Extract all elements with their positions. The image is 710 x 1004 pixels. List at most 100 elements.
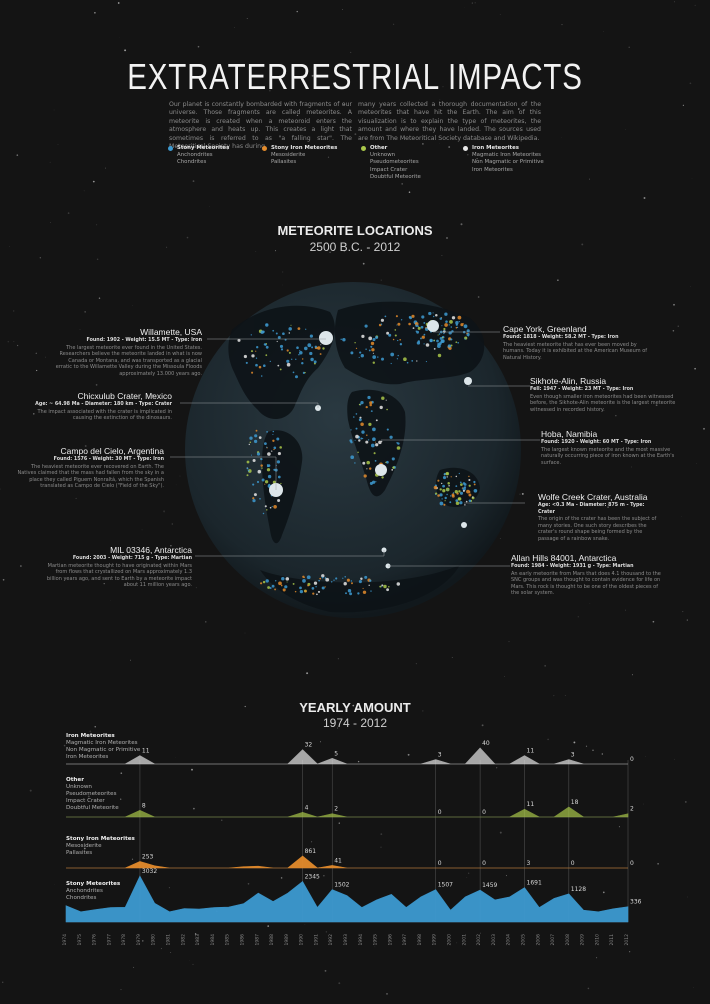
x-tick-label: 1976: [92, 934, 98, 946]
meteorite-dot: [420, 325, 424, 329]
legend-item: Non Magmatic or Primitive: [472, 159, 544, 166]
meteorite-dot: [365, 440, 369, 444]
data-label: 1459: [482, 882, 497, 889]
data-label: 18: [571, 799, 579, 806]
meteorite-dot: [250, 454, 253, 456]
star: [124, 49, 127, 52]
star: [481, 724, 484, 727]
category-item: Magmatic Iron Meteorites: [66, 740, 138, 747]
star: [581, 243, 584, 246]
meteorite-dot: [399, 338, 402, 341]
star: [561, 24, 563, 26]
star: [519, 493, 521, 495]
meteorite-dot: [282, 332, 285, 336]
category-item: Anchondrites: [66, 888, 103, 895]
meteorite-dot: [349, 592, 353, 596]
star: [221, 819, 223, 821]
meteorite-dot: [386, 331, 390, 335]
meteorite-dot: [362, 461, 366, 465]
x-tick-label: 1993: [343, 934, 349, 946]
category-head: Iron Meteorites: [66, 733, 115, 739]
meteorite-dot: [439, 488, 442, 491]
x-tick-label: 1994: [358, 934, 364, 946]
meteorite-dot: [437, 494, 440, 497]
star: [83, 190, 85, 192]
meteorite-dot: [380, 357, 385, 361]
star: [415, 663, 417, 665]
x-tick-label: 2010: [594, 934, 600, 946]
legend-head: Stony Iron Meteorites: [271, 145, 338, 151]
meteorite-dot: [450, 338, 453, 341]
star: [573, 741, 576, 744]
legend-other: Other Unknown Pseudometeorites Impact Cr…: [361, 145, 421, 181]
star: [103, 582, 105, 585]
x-tick-label: 1984: [210, 934, 216, 946]
meteorite-dot: [321, 576, 324, 579]
star: [505, 875, 507, 877]
star: [92, 180, 95, 183]
x-tick-label: 1995: [373, 934, 379, 946]
meteorite-dot: [468, 491, 471, 493]
star: [474, 2, 476, 4]
meteorite-dot: [369, 401, 373, 405]
meteorite-dot: [246, 474, 249, 477]
star: [160, 567, 162, 569]
chart-title: YEARLY AMOUNT: [299, 700, 411, 715]
meteorite-dot: [317, 346, 321, 350]
meteorite-dot: [442, 484, 445, 488]
star: [607, 506, 609, 508]
star: [311, 841, 313, 843]
meteorite-dot: [450, 326, 453, 328]
data-label: 11: [142, 748, 150, 755]
x-tick-label: 1989: [284, 934, 290, 946]
star: [587, 987, 590, 990]
meteorite-dot: [468, 493, 472, 497]
meteorite-dot: [350, 351, 354, 355]
meteorite-dot: [277, 336, 281, 339]
star: [2, 981, 4, 983]
meteorite-dot: [391, 469, 394, 471]
meteorite-dot: [360, 422, 364, 426]
star: [652, 620, 655, 623]
meteorite-dot: [273, 504, 277, 509]
star: [16, 344, 19, 347]
map-title: METEORITE LOCATIONS: [277, 223, 433, 238]
star: [327, 156, 330, 158]
x-tick-label: 1985: [225, 934, 231, 946]
meteorite-dot: [438, 333, 441, 335]
x-tick-label: 1986: [240, 934, 246, 946]
meteorite-dot: [372, 427, 376, 432]
x-tick-label: 2000: [447, 934, 453, 946]
meteorite-dot: [271, 450, 273, 452]
meteorite-dot: [380, 323, 383, 325]
star: [29, 789, 32, 792]
star: [166, 246, 168, 248]
star: [325, 230, 327, 232]
star: [95, 384, 98, 386]
meteorite-dot: [355, 434, 359, 439]
meteorite-dot: [324, 586, 326, 588]
meteorite-dot: [272, 430, 275, 433]
meteorite-dot: [360, 354, 364, 358]
meteorite-dot: [360, 437, 363, 440]
star: [362, 262, 365, 265]
star: [643, 197, 646, 199]
meteorite-dot: [437, 353, 442, 358]
star: [343, 251, 345, 253]
meteorite-dot: [350, 580, 353, 582]
annotation-meta: Found: 1818 - Weight: 58.2 MT - Type: Ir…: [503, 335, 619, 340]
annotation-sikhote-alin: Sikhote-Alin, Russia Fell: 1947 - Weight…: [530, 376, 680, 413]
x-tick-label: 1983: [195, 934, 201, 946]
star: [441, 254, 443, 257]
star: [20, 565, 22, 567]
meteorite-dot: [277, 499, 281, 502]
meteorite-dot: [350, 455, 355, 460]
cape-york-marker: [427, 320, 439, 332]
star: [691, 178, 693, 179]
star: [320, 741, 321, 743]
legend-item: Impact Crater: [370, 166, 408, 173]
meteorite-dot: [423, 343, 425, 345]
star: [466, 76, 468, 78]
star: [448, 146, 451, 148]
star: [329, 251, 331, 254]
